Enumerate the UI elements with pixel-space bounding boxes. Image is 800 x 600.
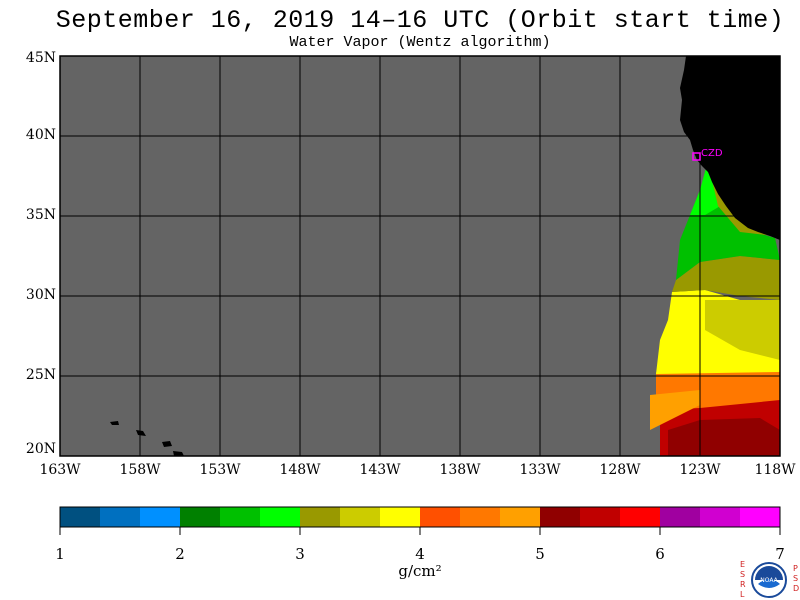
colorbar-swatch [300, 507, 341, 527]
colorbar-swatch [60, 507, 101, 527]
noaa-emblem-icon: NOAA [751, 562, 787, 598]
page-title: September 16, 2019 14–16 UTC (Orbit star… [55, 6, 785, 35]
lat-label-30n: 30N [25, 287, 56, 303]
lon-label-118w: 118W [754, 462, 796, 478]
colorbar-swatch [220, 507, 261, 527]
colorbar-units: g/cm² [398, 562, 442, 580]
colorbar-swatch [700, 507, 741, 527]
lon-label-123w: 123W [679, 462, 721, 478]
page-subtitle: Water Vapor (Wentz algorithm) [289, 34, 551, 51]
lat-label-20n: 20N [25, 441, 56, 457]
colorbar-swatch [140, 507, 181, 527]
colorbar-label-6: 6 [655, 545, 665, 563]
lat-label-40n: 40N [25, 127, 56, 143]
logo-letter: L [740, 590, 745, 599]
island-hawaii [173, 451, 184, 456]
island-kauai [110, 421, 119, 425]
colorbar-swatch [100, 507, 141, 527]
colorbar-swatch [740, 507, 781, 527]
colorbar-swatch [460, 507, 501, 527]
map-frame [59, 55, 781, 457]
colorbar-swatch [500, 507, 541, 527]
colorbar-label-2: 2 [175, 545, 185, 563]
colorbar-swatch [660, 507, 701, 527]
lon-label-133w: 133W [519, 462, 561, 478]
colorbar-swatch [260, 507, 301, 527]
water-vapor-field [650, 168, 780, 456]
logo-letter: D [793, 584, 800, 593]
logo-letters-right: P S D [793, 564, 799, 594]
lon-label-158w: 158W [119, 462, 161, 478]
lon-label-163w: 163W [39, 462, 81, 478]
logo-letter: P [793, 564, 798, 573]
land-mass [680, 56, 780, 240]
station-square [692, 152, 701, 161]
lon-label-128w: 128W [599, 462, 641, 478]
logo-letters-left: E S R L [740, 560, 746, 600]
colorbar [59, 506, 781, 535]
field-band-darkred [668, 418, 780, 456]
graticule [60, 56, 780, 456]
field-band-olive-coast [712, 180, 775, 236]
station-label: CZD [701, 148, 723, 159]
colorbar-swatch [380, 507, 421, 527]
island-maui [162, 441, 172, 447]
hawaiian-islands [110, 421, 184, 456]
logo-letter: S [793, 574, 799, 583]
colorbar-label-7: 7 [775, 545, 785, 563]
noaa-logo: E S R L NOAA P S D [738, 560, 800, 600]
colorbar-swatch [580, 507, 621, 527]
lon-label-148w: 148W [279, 462, 321, 478]
logo-emblem-text: NOAA [760, 577, 778, 584]
logo-letter: E [740, 560, 746, 569]
colorbar-swatch [180, 507, 221, 527]
lat-label-25n: 25N [25, 367, 56, 383]
lon-label-153w: 153W [199, 462, 241, 478]
logo-letter: R [740, 580, 746, 589]
field-band-orange-light [650, 390, 700, 430]
colorbar-label-3: 3 [295, 545, 305, 563]
colorbar-swatch [540, 507, 581, 527]
lon-label-138w: 138W [439, 462, 481, 478]
lat-label-35n: 35N [25, 207, 56, 223]
lon-label-143w: 143W [359, 462, 401, 478]
colorbar-swatch [340, 507, 381, 527]
colorbar-label-4: 4 [415, 545, 425, 563]
lat-label-45n: 45N [25, 50, 56, 66]
field-band-bright-green [690, 168, 722, 215]
station-marker: CZD [692, 148, 723, 161]
island-oahu [136, 430, 146, 436]
field-band-olive [672, 256, 780, 300]
colorbar-swatch [420, 507, 461, 527]
field-band-olive-yellow [705, 300, 780, 360]
logo-letter: S [740, 570, 746, 579]
colorbar-label-5: 5 [535, 545, 545, 563]
colorbar-swatch [620, 507, 661, 527]
colorbar-label-1: 1 [55, 545, 65, 563]
